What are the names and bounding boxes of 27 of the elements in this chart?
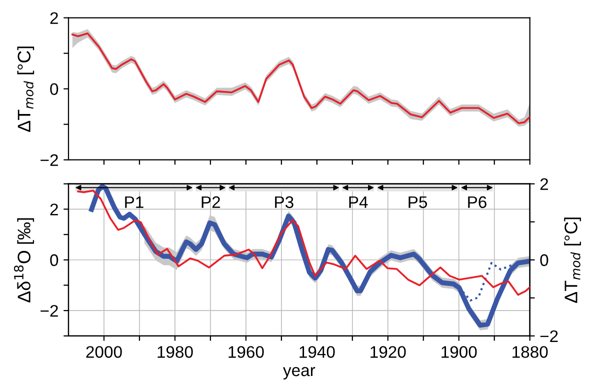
y-tick-label: 0: [50, 83, 58, 96]
x-tick-label: 2000: [86, 346, 122, 358]
x-tick-label: 1880: [512, 346, 548, 358]
band-label: P5: [408, 196, 428, 208]
line-series: [89, 184, 530, 328]
band-label: P6: [468, 196, 486, 208]
y-tick-label: −2: [40, 304, 58, 317]
band-label: P4: [349, 196, 368, 208]
y2-axis-title: ΔT$_{mod}$ [°C]: [564, 218, 581, 303]
x-tick-label: 1940: [300, 346, 335, 358]
y2-tick-label: 2: [540, 178, 548, 190]
y2-tick-label: −2: [540, 330, 558, 342]
x-tick-label: 1920: [370, 346, 406, 358]
x-axis-title: year: [283, 367, 316, 380]
y2-tick-label: 0: [540, 254, 548, 266]
y-tick-label: 2: [50, 12, 58, 24]
y-tick-label: −2: [40, 154, 58, 166]
y-tick-label: 0: [50, 254, 58, 266]
x-tick-label: 1980: [158, 346, 193, 358]
band-label: P1: [125, 196, 144, 208]
y-tick-label: 2: [50, 204, 58, 216]
y-axis-title: Δδ$^{18}$O [‰]: [14, 218, 34, 302]
x-tick-label: 1960: [228, 346, 264, 358]
y-axis-title: ΔT$_{mod}$ [°C]: [17, 46, 34, 132]
x-tick-label: 1900: [442, 346, 477, 358]
band-label: P3: [275, 196, 294, 208]
band-label: P2: [202, 196, 220, 208]
